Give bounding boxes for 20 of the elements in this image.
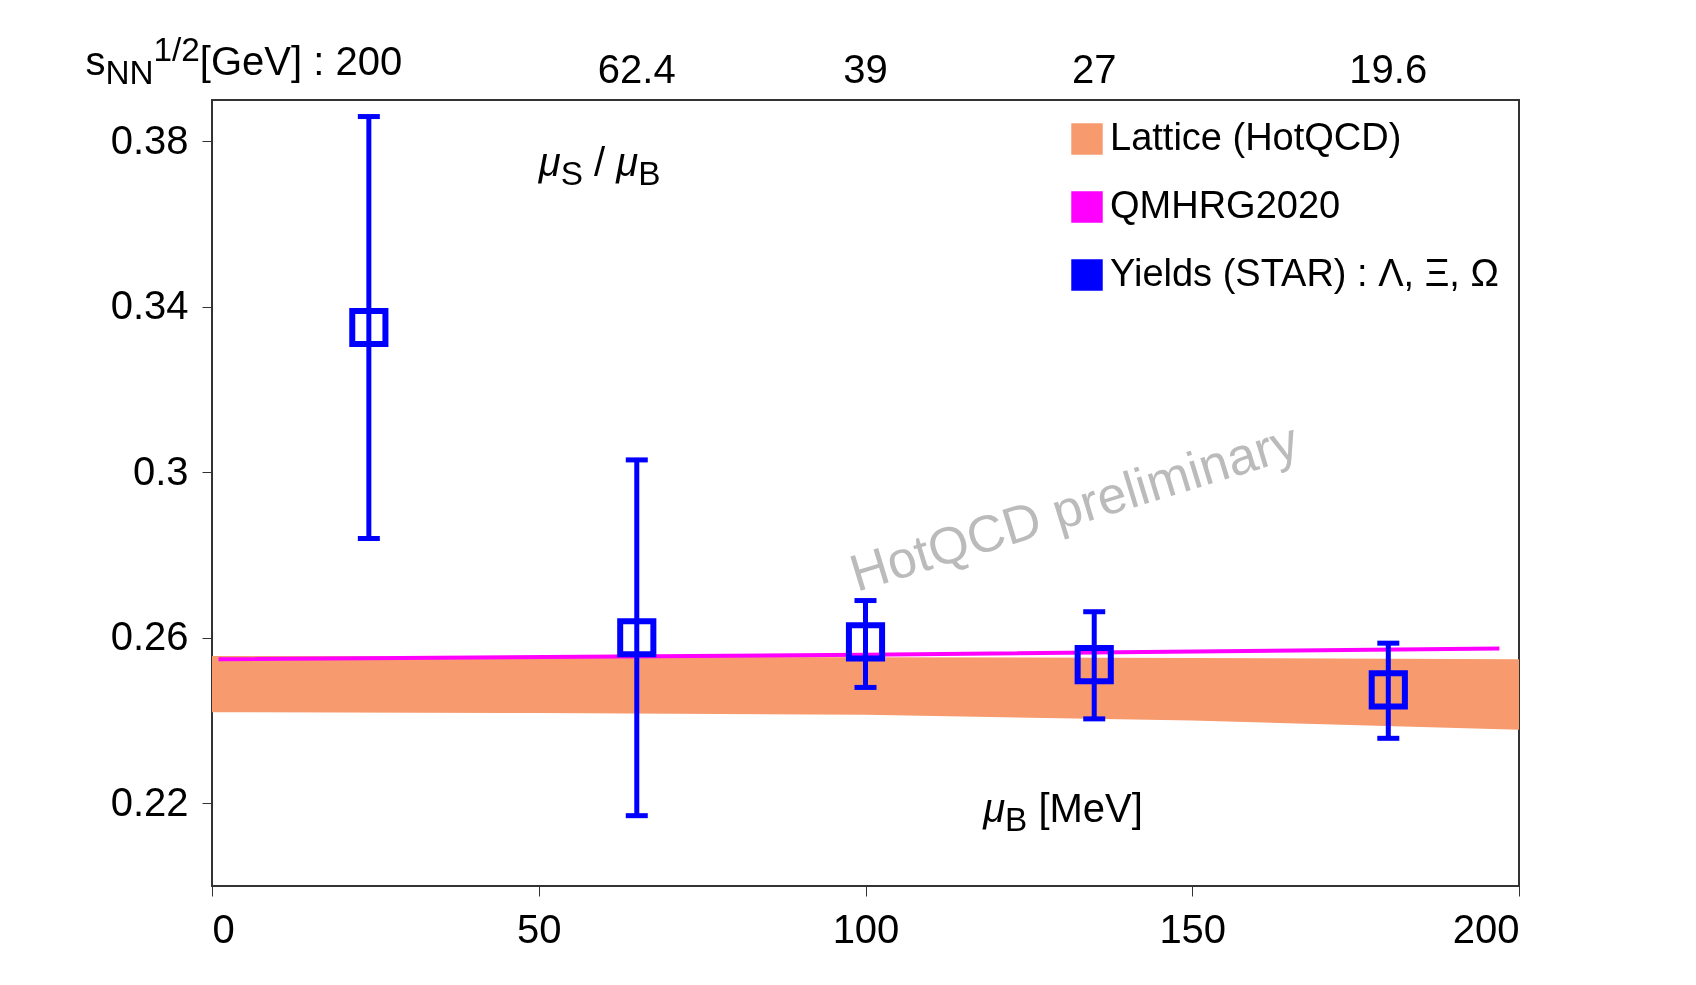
legend-label: Lattice (HotQCD): [1110, 116, 1402, 158]
text: s$_{NN}$$^{1/2}$[GeV] : 200: [85, 30, 403, 92]
text: 39: [843, 47, 888, 92]
y-tick-label: 0.3: [132, 448, 189, 493]
x-tick-label: 0: [212, 906, 235, 951]
text: 62.4: [597, 47, 676, 92]
text: 27: [1071, 47, 1117, 92]
x-tick-label: 50: [517, 906, 562, 951]
legend-label: Yields (STAR) : Λ, Ξ, Ω: [1110, 252, 1499, 294]
y-axis-title: μ$_{S}$ / μ$_{B}$: [538, 140, 661, 193]
y-tick-label: 0.26: [110, 614, 189, 659]
y-tick-label: 0.22: [110, 779, 189, 824]
x-axis-title: μ$_{B}$ [MeV]: [983, 786, 1143, 839]
x-tick-label: 100: [832, 906, 900, 951]
x-tick-label: 150: [1159, 906, 1227, 951]
legend-label: QMHRG2020: [1110, 184, 1341, 226]
x-tick-label: 200: [1452, 906, 1520, 951]
y-tick-label: 0.34: [110, 283, 189, 328]
y-tick-label: 0.38: [110, 117, 189, 162]
text: 19.6: [1349, 47, 1428, 92]
